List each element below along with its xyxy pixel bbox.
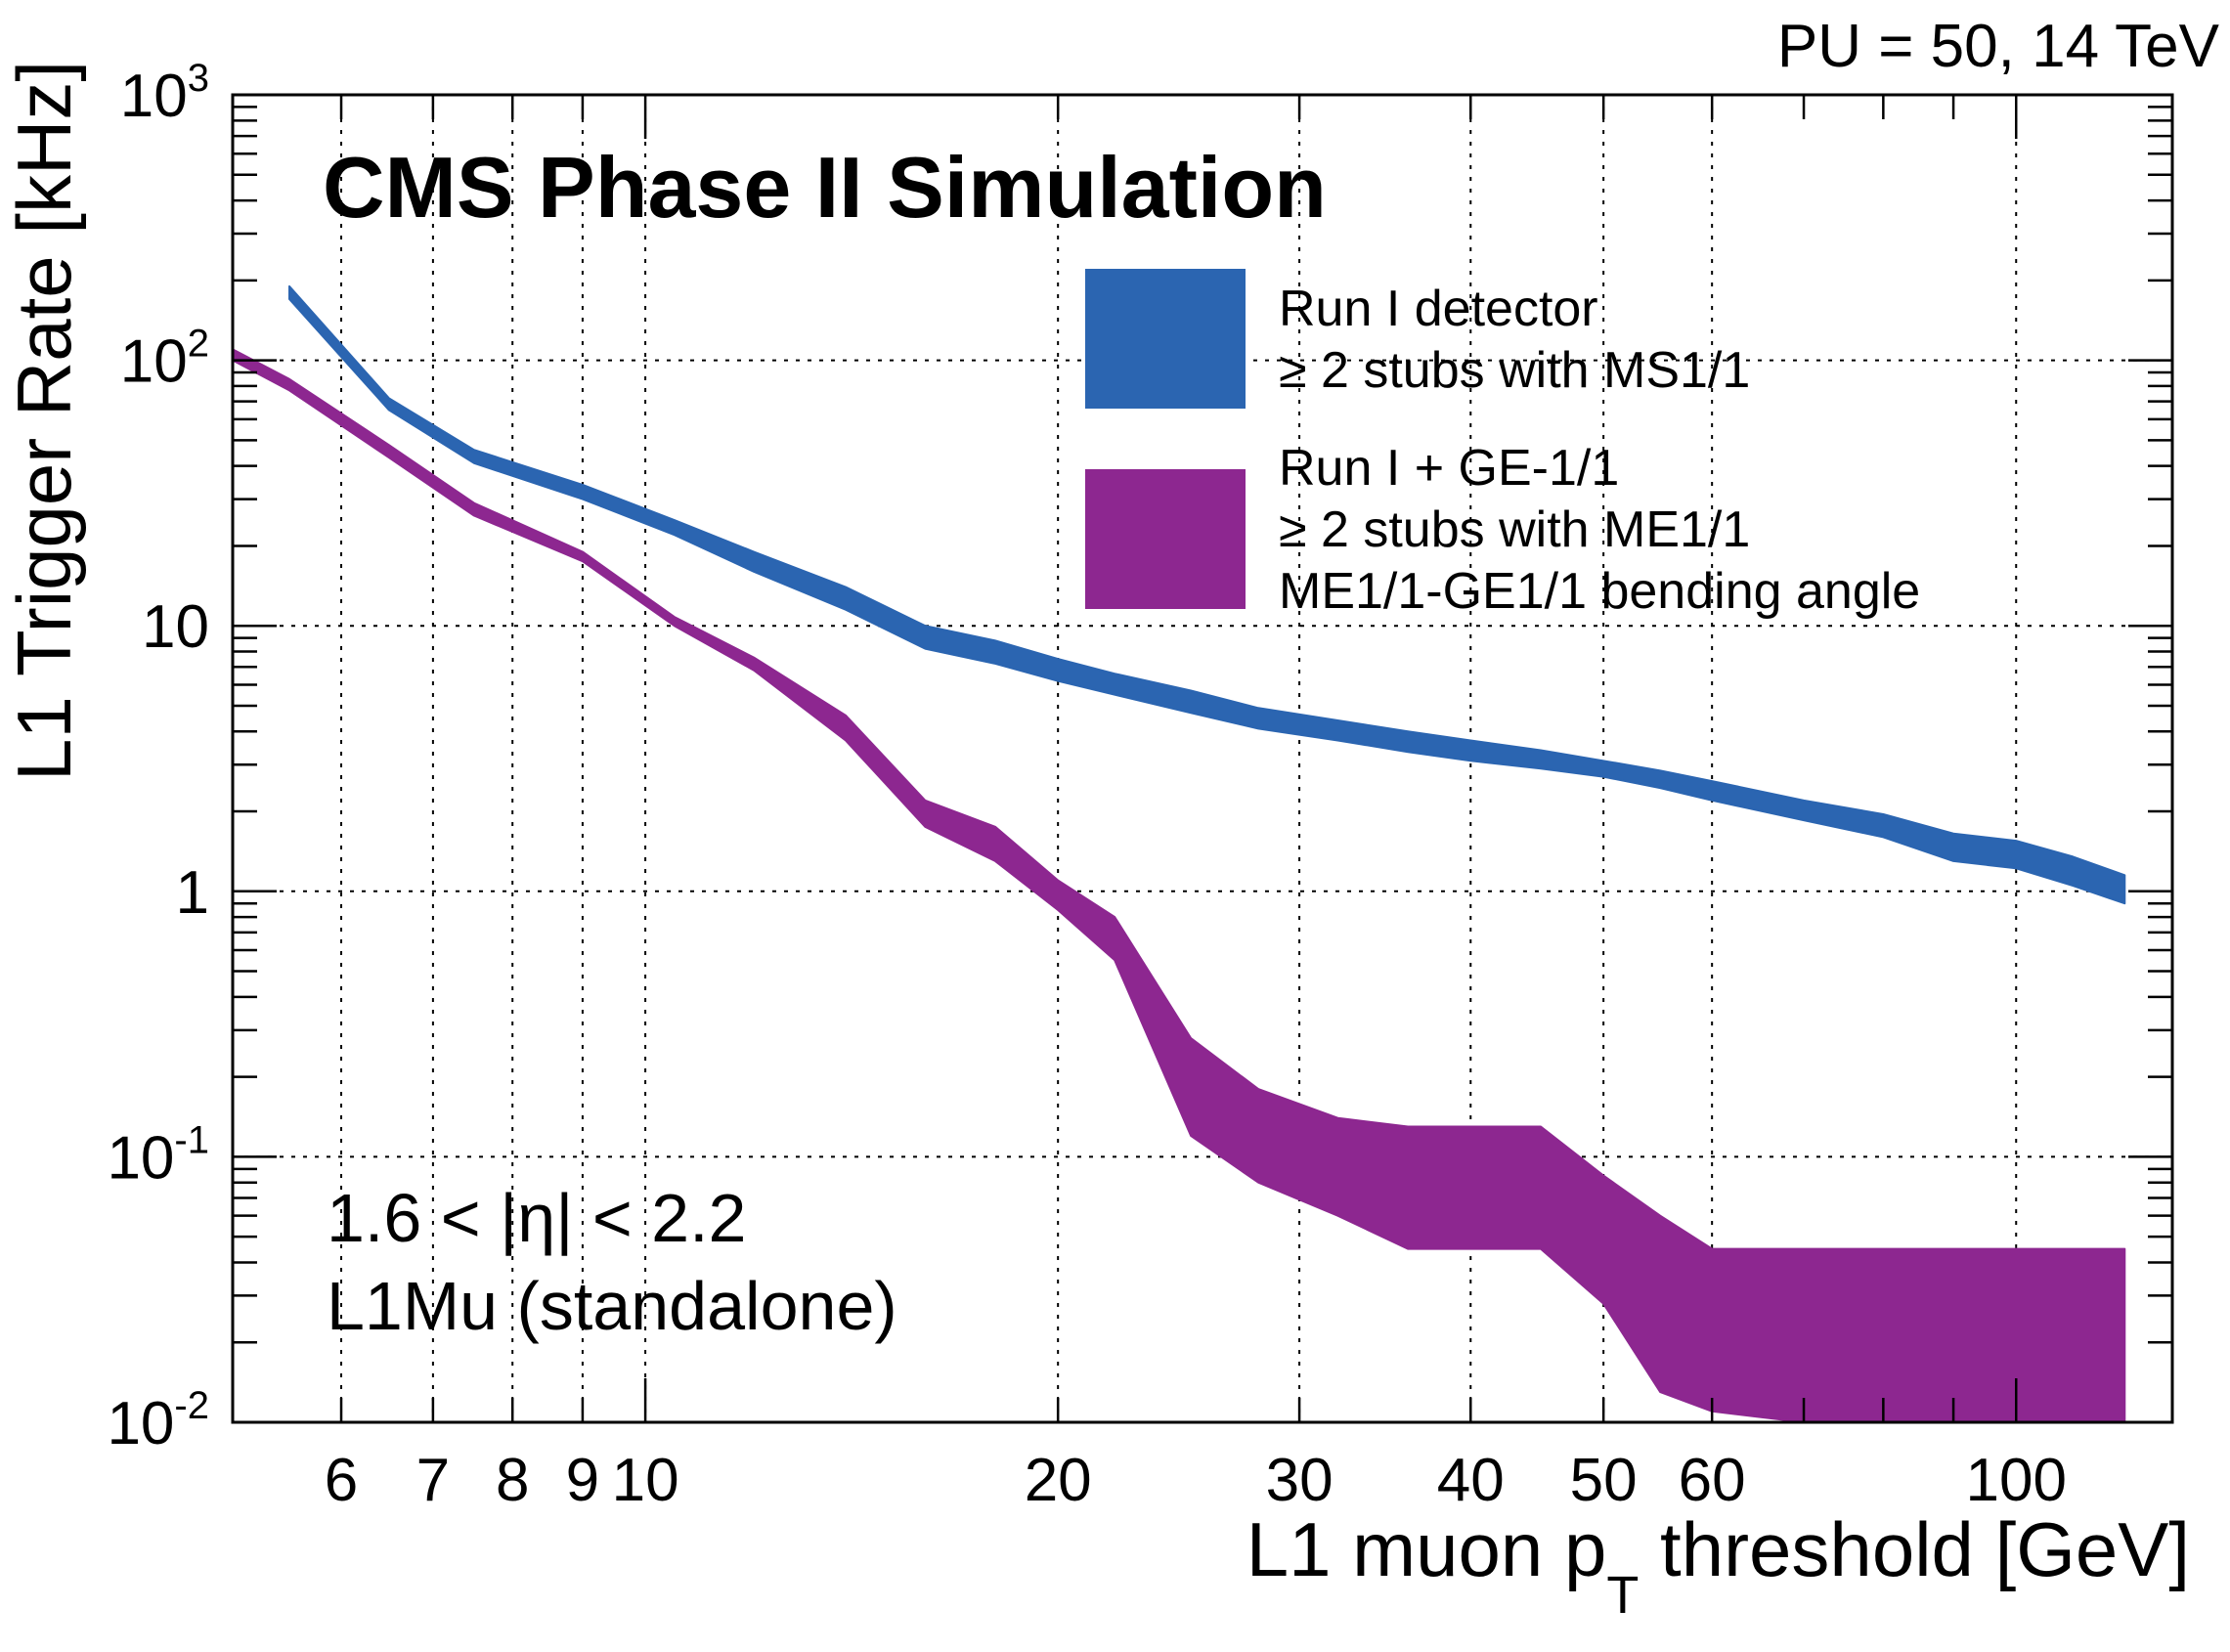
x-tick-label: 30 (1266, 1447, 1334, 1514)
x-tick-label: 20 (1025, 1447, 1092, 1514)
legend-swatch-2 (1085, 469, 1246, 609)
y-tick-label: 10 (142, 593, 209, 661)
x-axis-title-main: L1 muon p (1246, 1506, 1607, 1592)
y-tick-exponent: 2 (188, 323, 209, 366)
ticks (231, 93, 2172, 1424)
annotations: 1.6 < |η| < 2.2 L1Mu (standalone) (327, 1180, 897, 1344)
x-axis-title: L1 muon pT threshold [GeV] (1246, 1506, 2190, 1625)
x-tick-label: 50 (1570, 1447, 1638, 1514)
series-band-1 (288, 284, 2126, 905)
legend-entry-1-line-2: ≥ 2 stubs with MS1/1 (1279, 342, 1750, 399)
legend-swatch-1 (1085, 269, 1246, 409)
y-tick-base: 10 (142, 593, 209, 661)
y-axis-title: L1 Trigger Rate [kHz] (1, 61, 87, 781)
legend-entry-2-line-1: Run I + GE-1/1 (1279, 440, 1619, 497)
annotation-1: 1.6 < |η| < 2.2 (327, 1180, 746, 1256)
y-tick-exponent: 3 (188, 57, 209, 100)
x-axis-title-sub: T (1606, 1566, 1639, 1625)
x-tick-label: 60 (1679, 1447, 1746, 1514)
y-tick-base: 10 (120, 328, 188, 396)
legend-entry-2-line-2: ≥ 2 stubs with ME1/1 (1279, 501, 1750, 558)
y-tick-base: 10 (107, 1124, 174, 1192)
y-tick-label: 102 (120, 323, 209, 396)
x-axis-title-suffix: threshold [GeV] (1639, 1506, 2190, 1592)
x-tick-label: 40 (1437, 1447, 1505, 1514)
y-tick-label: 10-2 (107, 1384, 209, 1457)
annotation-2: L1Mu (standalone) (327, 1268, 897, 1344)
y-tick-label: 10-1 (107, 1118, 209, 1192)
top-right-label: PU = 50, 14 TeV (1777, 13, 2220, 80)
y-tick-base: 1 (176, 859, 209, 927)
x-tick-label: 100 (1966, 1447, 2067, 1514)
y-tick-base: 10 (120, 63, 188, 130)
legend-entry-2-line-3: ME1/1-GE1/1 bending angle (1279, 563, 1920, 620)
y-tick-label: 103 (120, 57, 209, 130)
x-tick-label: 7 (416, 1447, 450, 1514)
y-tick-base: 10 (107, 1390, 174, 1457)
x-tick-label: 6 (325, 1447, 358, 1514)
legend: Run I detector≥ 2 stubs with MS1/1 Run I … (1085, 269, 1920, 620)
x-tick-label: 10 (612, 1447, 679, 1514)
y-tick-label: 1 (176, 859, 209, 927)
y-tick-exponent: -1 (174, 1118, 209, 1161)
y-tick-exponent: -2 (174, 1384, 209, 1427)
plot-frame (231, 93, 2174, 1424)
x-tick-label: 8 (496, 1447, 529, 1514)
chart-title: CMS Phase II Simulation (323, 139, 1327, 236)
legend-entry-1-line-1: Run I detector (1279, 281, 1598, 337)
x-tick-label: 9 (566, 1447, 599, 1514)
